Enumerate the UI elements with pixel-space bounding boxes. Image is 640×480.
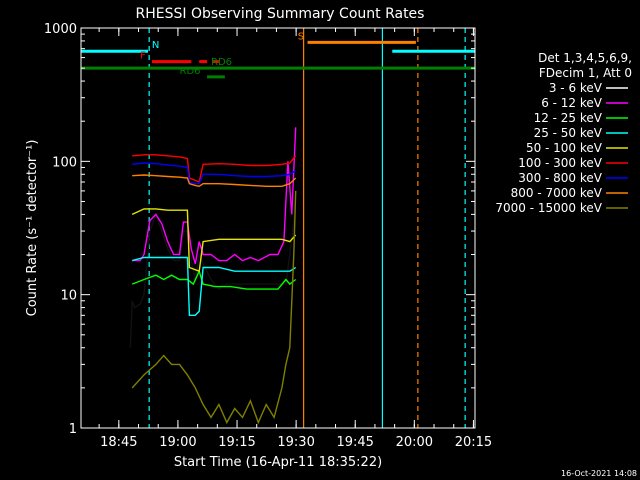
x-tick-label-2: 19:15 <box>218 435 255 450</box>
series-line-6 <box>132 162 297 185</box>
legend-label-0: 3 - 6 keV <box>549 81 603 95</box>
x-tick-label-4: 19:45 <box>336 435 373 450</box>
legend-label-3: 25 - 50 keV <box>534 126 603 140</box>
y-axis-label: Count Rate (s⁻¹ detector⁻¹) <box>25 140 40 317</box>
series-line-1 <box>132 127 297 265</box>
legend-label-6: 300 - 800 keV <box>518 171 602 185</box>
x-tick-label-0: 18:45 <box>100 435 137 450</box>
series-line-4 <box>131 208 297 273</box>
y-tick-label-2: 100 <box>52 155 77 170</box>
legend-label-8: 7000 - 15000 keV <box>495 201 602 215</box>
legend-label-4: 50 - 100 keV <box>526 141 603 155</box>
legend-label-2: 12 - 25 keV <box>534 111 603 125</box>
y-tick-label-1: 10 <box>60 289 77 304</box>
y-tick-label-3: 1000 <box>44 22 77 37</box>
chart-title: RHESSI Observing Summary Count Rates <box>136 6 425 22</box>
flag-label-2: F <box>140 51 146 62</box>
plot-frame <box>80 27 476 429</box>
footer-timestamp: 16-Oct-2021 14:08 <box>561 469 637 478</box>
legend-label-7: 800 - 7000 keV <box>511 186 603 200</box>
x-axis-label: Start Time (16-Apr-11 18:35:22) <box>174 455 382 470</box>
plot-data-group: NF S RD6 RD6 <box>81 28 475 428</box>
x-tick-label-5: 20:00 <box>396 435 433 450</box>
y-tick-label-0: 1 <box>69 422 77 437</box>
series-line-8 <box>131 190 297 425</box>
flag-label-4: RD6 <box>211 57 232 68</box>
flag-label-0: N <box>152 40 159 51</box>
series-line-3 <box>132 256 297 316</box>
x-tick-label-1: 19:00 <box>159 435 196 450</box>
axes-group: 18:45 19:00 19:15 19:30 19:45 20:00 20:15 1 10 10… <box>44 22 492 450</box>
legend-header-0: Det 1,3,4,5,6,9, <box>538 51 632 65</box>
x-tick-label-3: 19:30 <box>277 435 314 450</box>
series-line-2 <box>131 269 297 290</box>
series-line-7 <box>132 174 297 188</box>
flag-label-3: S <box>298 31 304 42</box>
legend-label-1: 6 - 12 keV <box>541 96 603 110</box>
legend: Det 1,3,4,5,6,9,FDecim 1, Att 03 - 6 keV… <box>495 51 632 215</box>
flag-label-5: RD6 <box>180 66 201 77</box>
x-tick-label-6: 20:15 <box>455 435 492 450</box>
series-line-0 <box>129 190 297 348</box>
legend-header-1: FDecim 1, Att 0 <box>539 66 632 80</box>
legend-label-5: 100 - 300 keV <box>518 156 602 170</box>
